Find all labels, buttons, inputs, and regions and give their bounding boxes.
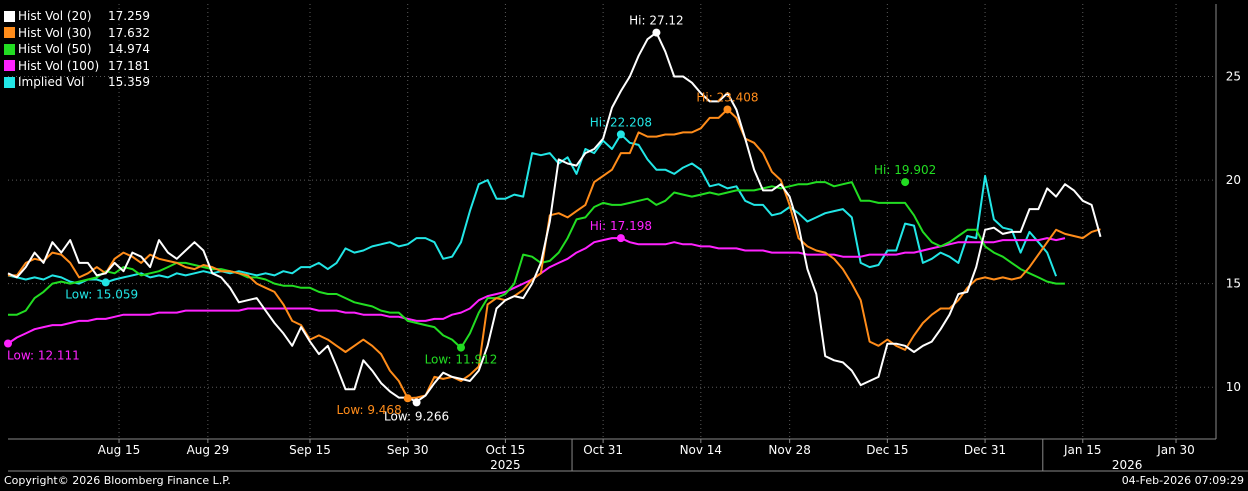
legend: Hist Vol (20) 17.259 Hist Vol (30) 17.632 Hi…	[4, 8, 164, 91]
extreme-marker	[457, 343, 465, 352]
extreme-label: Hi: 27.12	[629, 14, 684, 28]
extreme-label: Hi: 23.408	[696, 90, 758, 104]
x-tick-label: Aug 15	[98, 443, 141, 457]
legend-swatch	[4, 60, 15, 72]
legend-item: Hist Vol (50) 14.974	[4, 41, 164, 58]
legend-label: Hist Vol (30)	[18, 25, 92, 40]
extreme-marker	[901, 178, 910, 187]
legend-value: 17.181	[108, 58, 150, 73]
extreme-label: Hi: 19.902	[874, 163, 936, 177]
x-tick-label: Jan 30	[1156, 443, 1195, 457]
legend-value: 14.974	[108, 42, 150, 57]
legend-swatch	[4, 27, 15, 39]
x-tick-label: Oct 15	[485, 443, 525, 457]
y-tick-label: 25	[1226, 70, 1241, 84]
series-line-0	[7, 31, 1102, 403]
extreme-label: Hi: 17.198	[590, 219, 652, 233]
series-line-4	[7, 133, 1058, 285]
legend-label: Hist Vol (20)	[18, 9, 92, 24]
legend-item: Hist Vol (30) 17.632	[4, 25, 164, 42]
extreme-marker	[412, 398, 421, 407]
y-tick-label: 20	[1226, 173, 1241, 187]
x-tick-label: Sep 30	[387, 443, 429, 457]
extreme-label: Low: 15.059	[65, 287, 138, 301]
x-tick-label: Jan 15	[1063, 443, 1102, 457]
legend-swatch	[4, 10, 15, 22]
y-tick-label: 10	[1226, 380, 1241, 394]
extreme-marker	[101, 278, 110, 287]
series-line-3	[7, 237, 1066, 345]
year-label: 2025	[490, 458, 521, 472]
extreme-label: Low: 11.912	[425, 353, 498, 367]
extreme-marker	[723, 105, 732, 114]
extreme-label: Low: 9.468	[337, 403, 402, 417]
x-tick-label: Oct 31	[583, 443, 623, 457]
legend-item: Implied Vol 15.359	[4, 74, 164, 91]
x-tick-label: Dec 15	[866, 443, 908, 457]
timestamp-text: 04-Feb-2026 07:09:29	[1121, 474, 1244, 487]
legend-label: Hist Vol (100)	[18, 58, 100, 73]
extreme-label: Hi: 22.208	[590, 115, 652, 129]
extreme-marker	[403, 394, 412, 403]
legend-item: Hist Vol (100) 17.181	[4, 58, 164, 75]
extreme-marker	[4, 339, 12, 348]
legend-value: 17.632	[108, 25, 150, 40]
grid-lines	[8, 4, 1216, 439]
extreme-marker	[616, 234, 625, 243]
y-tick-label: 15	[1226, 277, 1241, 291]
legend-value: 15.359	[108, 75, 150, 90]
x-tick-label: Sep 15	[289, 443, 331, 457]
legend-value: 17.259	[108, 9, 150, 24]
x-tick-label: Dec 31	[964, 443, 1006, 457]
legend-label: Hist Vol (50)	[18, 42, 92, 57]
series-line-2	[8, 181, 1065, 349]
copyright-text: Copyright© 2026 Bloomberg Finance L.P.	[4, 474, 231, 487]
extreme-label: Low: 9.266	[384, 409, 449, 423]
year-label: 2026	[1112, 458, 1143, 472]
annotation-marks: Hi: 27.12 Low: 9.266 Hi: 23.408 Low: 9.468 H…	[4, 14, 936, 423]
legend-swatch	[4, 43, 15, 55]
series-line-1	[8, 108, 1101, 400]
x-tick-label: Nov 28	[768, 443, 811, 457]
x-tick-label: Aug 29	[187, 443, 230, 457]
legend-item: Hist Vol (20) 17.259	[4, 8, 164, 25]
extreme-label: Low: 12.111	[7, 348, 80, 362]
series-lines	[7, 31, 1102, 403]
legend-swatch	[4, 76, 15, 88]
extreme-marker	[652, 28, 661, 37]
legend-label: Implied Vol	[18, 75, 85, 90]
extreme-marker	[616, 130, 625, 139]
x-tick-label: Nov 14	[680, 443, 723, 457]
